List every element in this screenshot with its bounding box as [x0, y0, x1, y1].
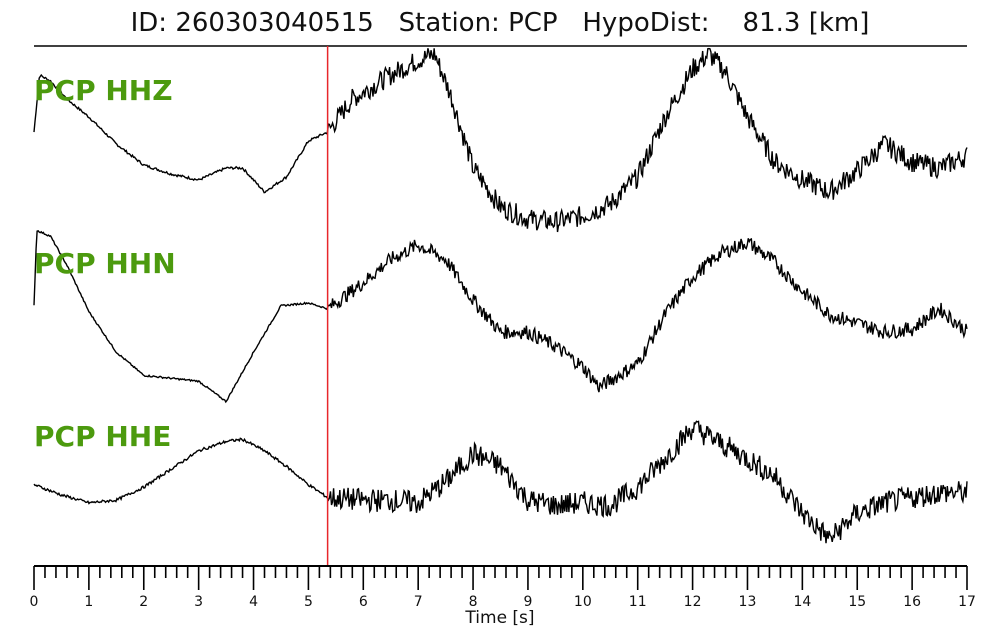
trace-pcp-hhz	[33, 47, 968, 233]
x-tick-label: 17	[958, 594, 976, 610]
trace-pcp-hhn	[33, 230, 968, 404]
x-tick-label: 13	[739, 594, 757, 610]
x-tick-label: 8	[469, 594, 478, 610]
x-tick-label: 12	[684, 594, 702, 610]
x-axis-label: Time [s]	[464, 608, 534, 628]
x-tick-label: 2	[139, 594, 148, 610]
x-tick-label: 15	[848, 594, 866, 610]
x-tick-label: 7	[414, 594, 423, 610]
trace-pcp-hhe	[33, 420, 968, 544]
time-axis: 0 1 2 3 4 5 6 7 8 9 10 11 12 13 14 15 16 17	[30, 565, 976, 610]
channel-label-hhn: PCP HHN	[34, 247, 176, 280]
figure-title: ID: 260303040515 Station: PCP HypoDist: …	[130, 8, 870, 38]
x-tick-label: 6	[359, 594, 368, 610]
x-tick-label: 5	[304, 594, 313, 610]
x-tick-label: 0	[30, 594, 39, 610]
x-tick-label: 16	[903, 594, 921, 610]
x-tick-label: 3	[194, 594, 203, 610]
x-tick-label: 9	[523, 594, 532, 610]
x-tick-label: 11	[629, 594, 647, 610]
x-tick-label: 4	[249, 594, 258, 610]
x-tick-label: 10	[574, 594, 592, 610]
traces-group	[33, 47, 968, 544]
channel-label-hhe: PCP HHE	[34, 420, 172, 453]
x-tick-label: 14	[793, 594, 811, 610]
x-tick-label: 1	[84, 594, 93, 610]
channel-label-hhz: PCP HHZ	[34, 74, 173, 107]
